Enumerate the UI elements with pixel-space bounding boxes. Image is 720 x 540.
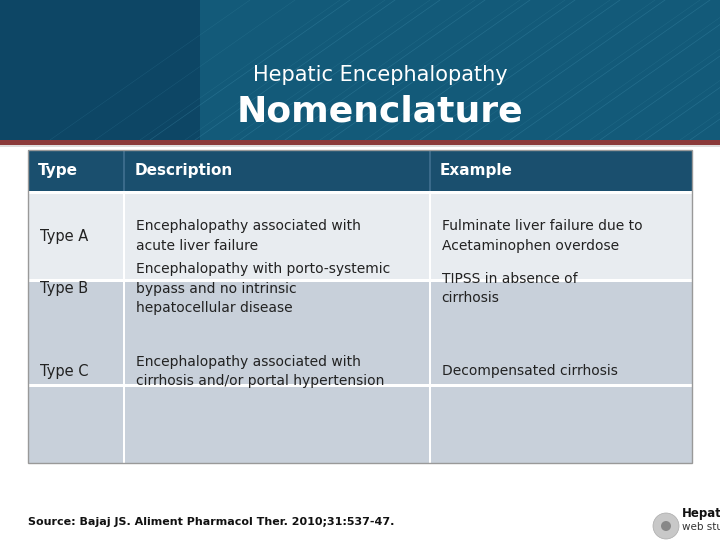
Bar xyxy=(0,0,720,140)
Bar xyxy=(123,150,125,192)
Text: Decompensated cirrhosis: Decompensated cirrhosis xyxy=(441,364,618,379)
Bar xyxy=(28,192,692,385)
Text: Type B: Type B xyxy=(40,281,88,296)
Text: TIPSS in absence of
cirrhosis: TIPSS in absence of cirrhosis xyxy=(441,272,577,305)
Text: Fulminate liver failure due to
Acetaminophen overdose: Fulminate liver failure due to Acetamino… xyxy=(441,219,642,253)
Text: Encephalopathy associated with
cirrhosis and/or portal hypertension: Encephalopathy associated with cirrhosis… xyxy=(136,355,384,388)
Text: Hepatic Encephalopathy: Hepatic Encephalopathy xyxy=(253,65,508,85)
Bar xyxy=(428,150,431,192)
Bar xyxy=(0,145,720,147)
Circle shape xyxy=(661,521,671,531)
Circle shape xyxy=(653,513,679,539)
Bar xyxy=(200,0,720,140)
Bar xyxy=(428,280,431,463)
Text: Nomenclature: Nomenclature xyxy=(237,95,523,129)
Text: Source: Bajaj JS. Aliment Pharmacol Ther. 2010;31:537-47.: Source: Bajaj JS. Aliment Pharmacol Ther… xyxy=(28,517,395,527)
Text: Type A: Type A xyxy=(40,228,89,244)
Bar xyxy=(0,0,720,140)
Text: Type: Type xyxy=(38,164,78,179)
Bar xyxy=(28,279,692,282)
Text: Example: Example xyxy=(440,164,513,179)
Bar xyxy=(28,150,692,192)
Bar xyxy=(428,192,431,385)
Bar xyxy=(123,280,125,463)
Bar xyxy=(28,191,692,194)
Text: Type C: Type C xyxy=(40,364,89,379)
Bar xyxy=(28,192,692,280)
Text: web study: web study xyxy=(682,522,720,532)
Bar xyxy=(28,384,692,387)
Text: Encephalopathy associated with
acute liver failure: Encephalopathy associated with acute liv… xyxy=(136,219,361,253)
Text: Encephalopathy with porto-systemic
bypass and no intrinsic
hepatocellular diseas: Encephalopathy with porto-systemic bypas… xyxy=(136,262,390,315)
Bar xyxy=(0,140,720,145)
Text: Hepatitis: Hepatitis xyxy=(682,507,720,520)
Text: Description: Description xyxy=(134,164,233,179)
Bar xyxy=(28,280,692,463)
Bar xyxy=(428,192,431,280)
Bar xyxy=(123,192,125,385)
Bar xyxy=(123,192,125,280)
Bar xyxy=(28,150,692,463)
